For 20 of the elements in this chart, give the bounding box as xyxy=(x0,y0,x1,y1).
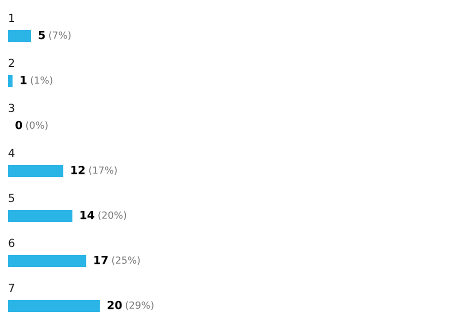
bar xyxy=(8,75,13,87)
y-tick-label: 1 xyxy=(9,14,14,22)
bar xyxy=(8,30,31,42)
bar xyxy=(8,165,64,177)
bar xyxy=(8,300,100,312)
bar xyxy=(8,255,86,267)
y-tick-label: 7 xyxy=(8,284,14,292)
data-label: 20 (29%) xyxy=(108,300,154,310)
data-label: 17 (25%) xyxy=(94,256,140,265)
y-tick-label: 6 xyxy=(8,238,14,248)
y-tick-label: 2 xyxy=(8,58,14,67)
bar xyxy=(8,210,72,222)
y-tick-label: 4 xyxy=(8,148,14,157)
data-label: 12 (17%) xyxy=(71,166,117,175)
y-tick-label: 3 xyxy=(8,104,14,112)
data-label: 5 (7%) xyxy=(38,30,70,40)
data-label: 14 (20%) xyxy=(80,210,126,220)
data-label: 0 (0%) xyxy=(15,120,48,130)
y-tick-label: 5 xyxy=(8,194,14,202)
data-label: 1 (1%) xyxy=(20,76,52,85)
